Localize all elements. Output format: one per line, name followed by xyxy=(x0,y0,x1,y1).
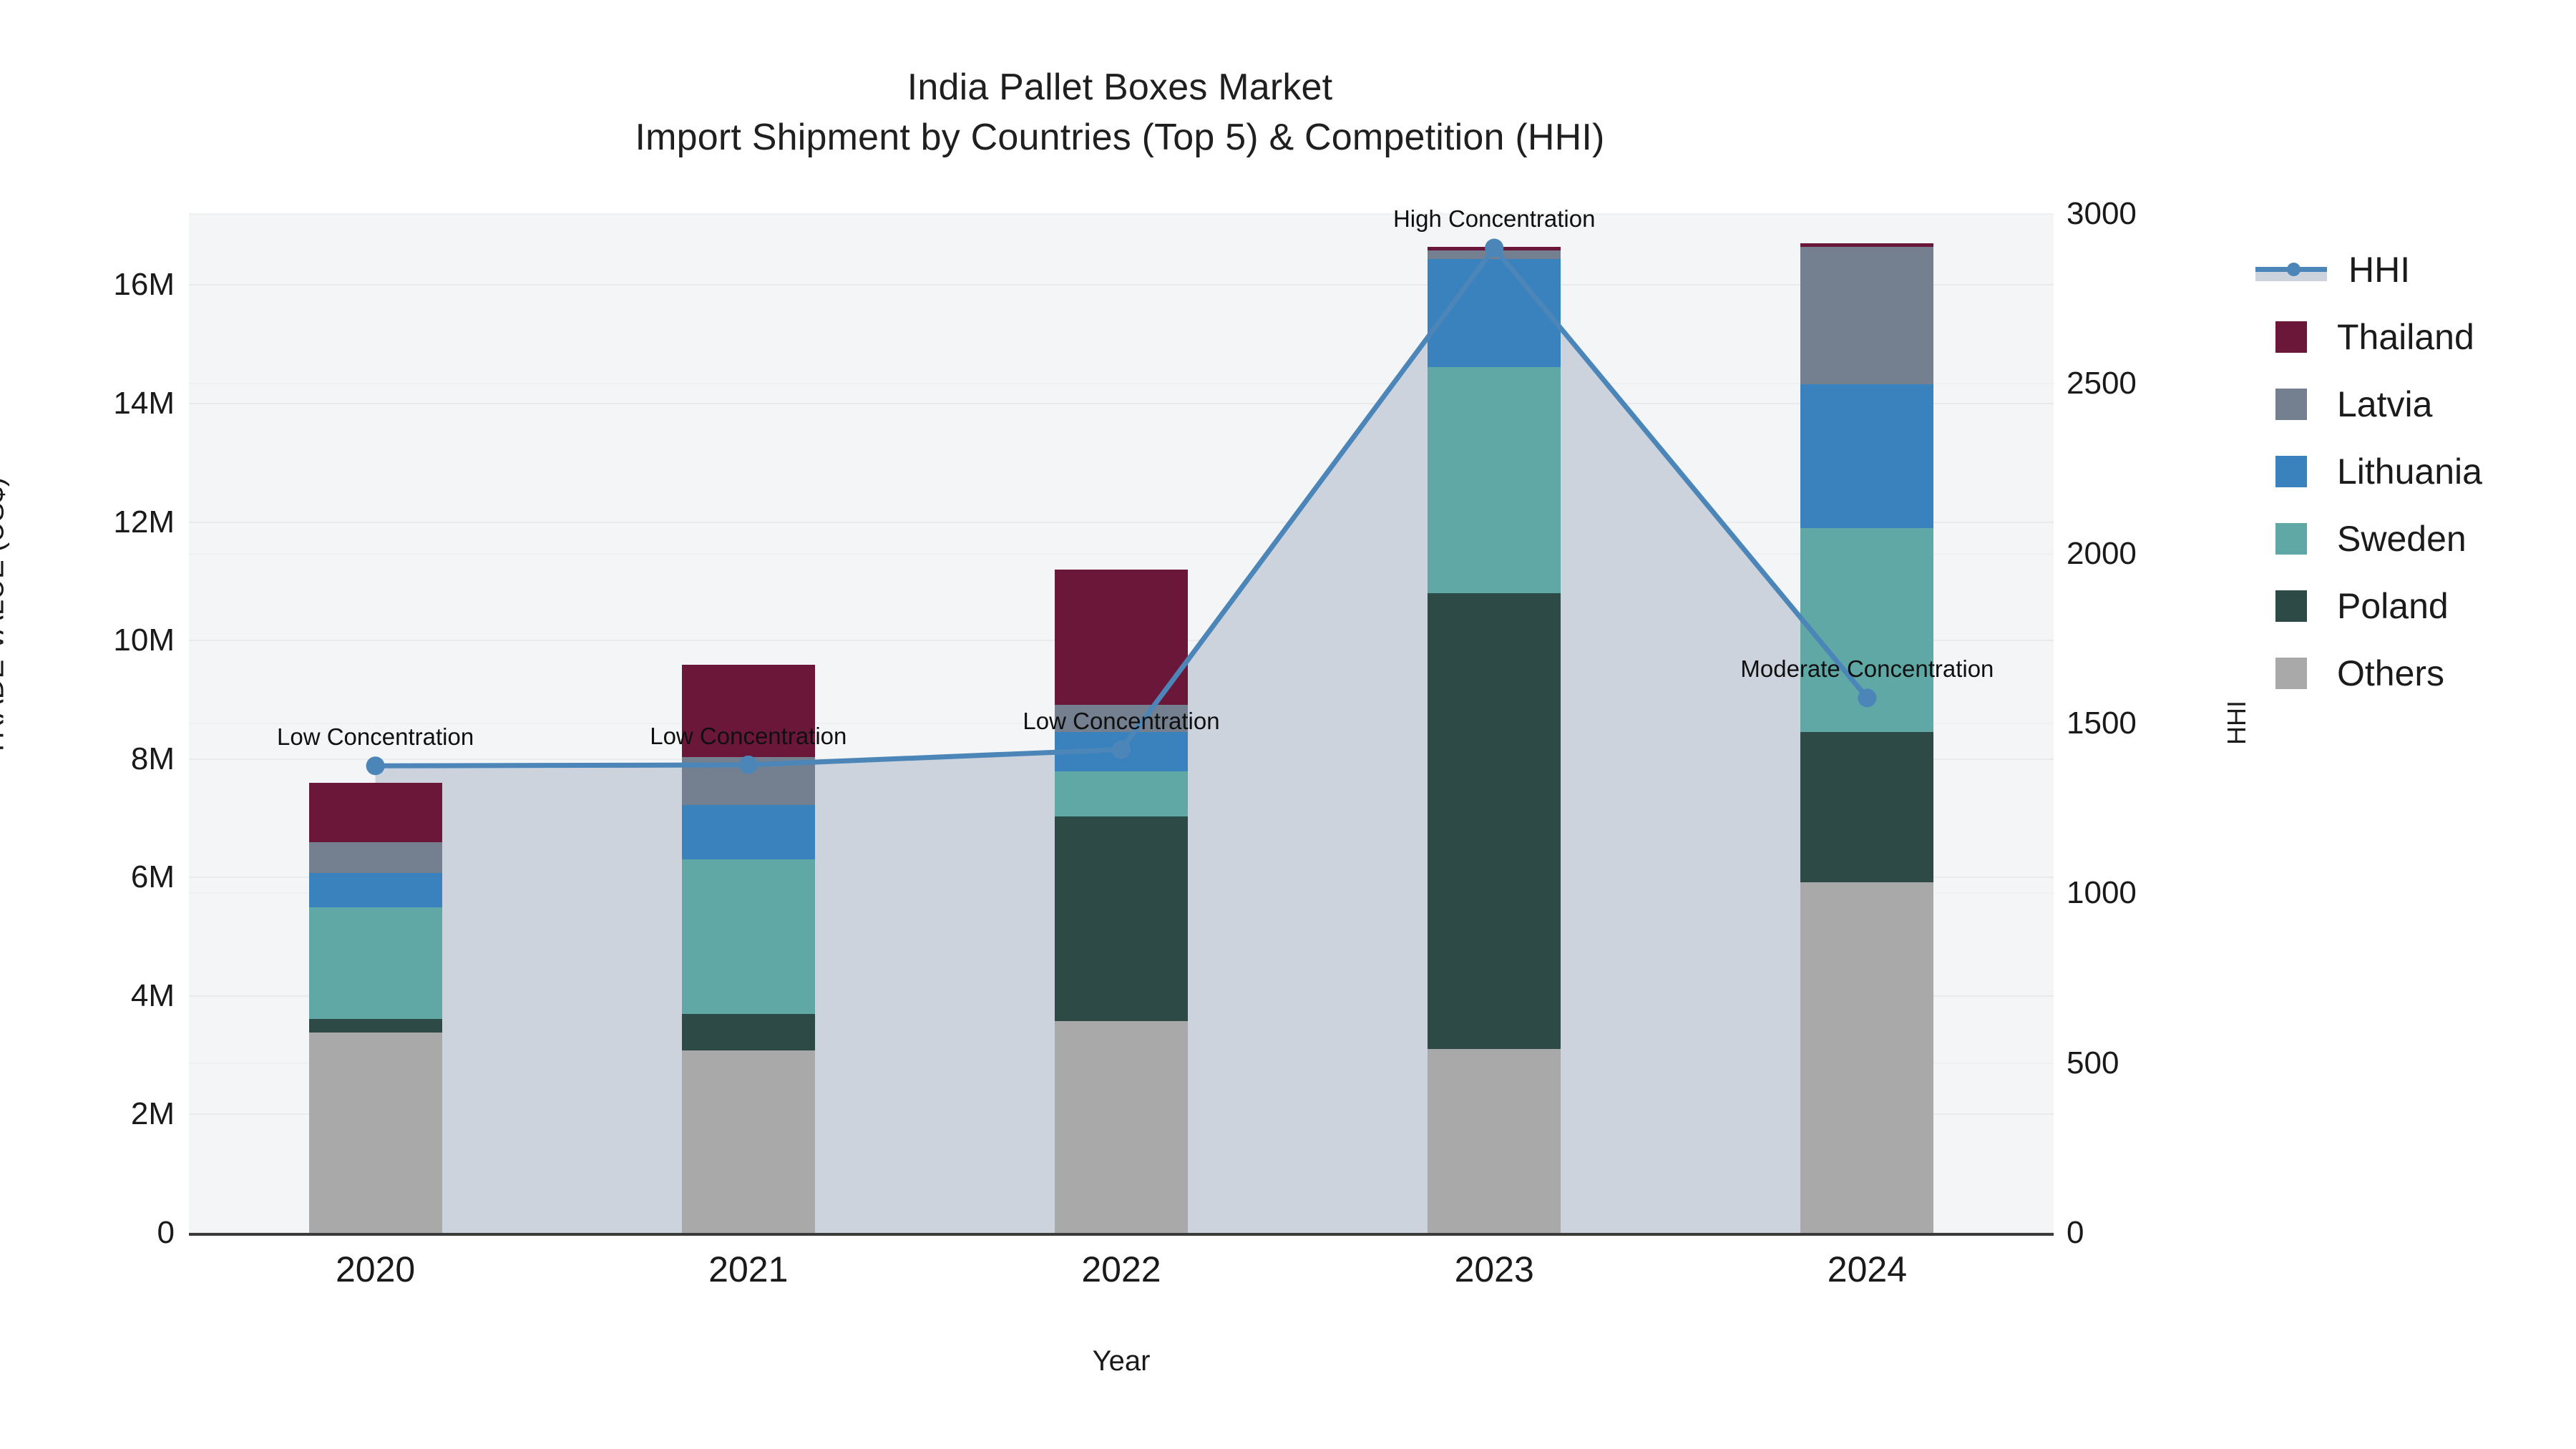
legend: HHI Thailand Latvia Lithuania Sweden Poland Ot… xyxy=(2255,236,2482,707)
legend-swatch-latvia xyxy=(2275,389,2307,420)
bar-segment-poland[interactable] xyxy=(1428,592,1561,1050)
y-tick-left-12M: 12M xyxy=(113,504,175,540)
x-tick-2021: 2021 xyxy=(708,1249,789,1289)
bar-segment-others[interactable] xyxy=(308,1033,442,1233)
annotation-2023: High Concentration xyxy=(1392,205,1596,233)
chart-title-block: India Pallet Boxes Market Import Shipmen… xyxy=(0,63,2240,162)
legend-line-marker-icon xyxy=(2255,254,2327,286)
legend-label-poland: Poland xyxy=(2337,586,2449,626)
bar-segment-sweden[interactable] xyxy=(1428,366,1561,593)
bar-stack-2023[interactable] xyxy=(1428,214,1561,1233)
legend-swatch-thailand xyxy=(2275,321,2307,353)
legend-item-others[interactable]: Others xyxy=(2275,640,2482,707)
legend-item-latvia[interactable]: Latvia xyxy=(2275,371,2482,438)
y-tick-right-500: 500 xyxy=(2067,1045,2119,1080)
bar-segment-poland[interactable] xyxy=(1800,732,1934,882)
bar-segment-others[interactable] xyxy=(681,1050,815,1233)
legend-item-thailand[interactable]: Thailand xyxy=(2275,303,2482,371)
legend-label-hhi: HHI xyxy=(2348,250,2411,290)
legend-label-latvia: Latvia xyxy=(2337,384,2433,424)
y-tick-left-6M: 6M xyxy=(130,859,175,895)
gridline-right xyxy=(189,213,2054,215)
bar-segment-thailand[interactable] xyxy=(1800,243,1934,247)
y-tick-right-2000: 2000 xyxy=(2067,535,2137,571)
annotation-2024: Moderate Concentration xyxy=(1740,655,1994,683)
bar-segment-others[interactable] xyxy=(1055,1020,1188,1233)
x-tick-2023: 2023 xyxy=(1454,1249,1534,1289)
x-tick-2024: 2024 xyxy=(1827,1249,1907,1289)
bar-segment-lithuania[interactable] xyxy=(681,805,815,860)
bar-stack-2020[interactable] xyxy=(308,214,442,1233)
bar-segment-latvia[interactable] xyxy=(1428,250,1561,259)
legend-item-hhi[interactable]: HHI xyxy=(2255,236,2482,303)
bar-stack-2024[interactable] xyxy=(1800,214,1934,1233)
y-tick-left-10M: 10M xyxy=(113,623,175,658)
y-tick-left-16M: 16M xyxy=(113,267,175,303)
bar-segment-latvia[interactable] xyxy=(1800,246,1934,384)
bar-segment-others[interactable] xyxy=(1428,1049,1561,1233)
annotation-2022: Low Concentration xyxy=(1023,707,1220,734)
bar-segment-sweden[interactable] xyxy=(1055,771,1188,816)
y-axis-left-label: TRADE VALUE (US$) xyxy=(0,477,10,757)
y-tick-left-8M: 8M xyxy=(130,741,175,776)
x-tick-2020: 2020 xyxy=(335,1249,416,1289)
y-tick-right-0: 0 xyxy=(2067,1215,2084,1250)
y-tick-right-3000: 3000 xyxy=(2067,196,2137,231)
legend-swatch-lithuania xyxy=(2275,456,2307,487)
legend-label-lithuania: Lithuania xyxy=(2337,452,2482,492)
legend-swatch-poland xyxy=(2275,590,2307,622)
bar-segment-poland[interactable] xyxy=(308,1019,442,1033)
x-tick-2022: 2022 xyxy=(1081,1249,1161,1289)
bar-segment-sweden[interactable] xyxy=(1800,527,1934,733)
x-axis-label: Year xyxy=(1092,1345,1151,1377)
bar-segment-thailand[interactable] xyxy=(308,782,442,842)
chart-title-line-2: Import Shipment by Countries (Top 5) & C… xyxy=(635,116,1605,158)
legend-item-poland[interactable]: Poland xyxy=(2275,572,2482,640)
bar-segment-thailand[interactable] xyxy=(1055,569,1188,706)
bar-segment-thailand[interactable] xyxy=(1428,247,1561,251)
legend-swatch-others xyxy=(2275,658,2307,689)
annotation-2021: Low Concentration xyxy=(650,722,847,749)
legend-dot-icon xyxy=(2287,263,2301,276)
legend-label-thailand: Thailand xyxy=(2337,317,2474,357)
plot-area xyxy=(189,213,2054,1234)
bar-segment-latvia[interactable] xyxy=(681,757,815,806)
bar-segment-lithuania[interactable] xyxy=(1428,258,1561,367)
legend-item-lithuania[interactable]: Lithuania xyxy=(2275,438,2482,505)
y-tick-left-4M: 4M xyxy=(130,977,175,1013)
y-axis-right-label: HHI xyxy=(2222,701,2251,745)
y-tick-right-1000: 1000 xyxy=(2067,875,2137,911)
legend-item-sweden[interactable]: Sweden xyxy=(2275,505,2482,572)
bar-segment-poland[interactable] xyxy=(1055,816,1188,1021)
legend-label-others: Others xyxy=(2337,653,2445,693)
bar-segment-others[interactable] xyxy=(1800,882,1934,1233)
bar-segment-latvia[interactable] xyxy=(308,841,442,874)
y-tick-right-1500: 1500 xyxy=(2067,706,2137,741)
bar-segment-lithuania[interactable] xyxy=(1055,732,1188,772)
bar-segment-poland[interactable] xyxy=(681,1013,815,1050)
annotation-2020: Low Concentration xyxy=(277,723,474,751)
legend-label-sweden: Sweden xyxy=(2337,519,2467,559)
bar-segment-lithuania[interactable] xyxy=(308,873,442,907)
bar-segment-sweden[interactable] xyxy=(681,859,815,1014)
legend-swatch-sweden xyxy=(2275,523,2307,555)
x-axis-line xyxy=(189,1233,2054,1236)
y-tick-right-2500: 2500 xyxy=(2067,366,2137,401)
y-tick-left-14M: 14M xyxy=(113,385,175,421)
y-tick-left-2M: 2M xyxy=(130,1096,175,1132)
bar-segment-sweden[interactable] xyxy=(308,907,442,1020)
chart-title-line-1: India Pallet Boxes Market xyxy=(907,67,1333,108)
bar-segment-lithuania[interactable] xyxy=(1800,384,1934,528)
y-tick-left-0: 0 xyxy=(157,1215,175,1250)
